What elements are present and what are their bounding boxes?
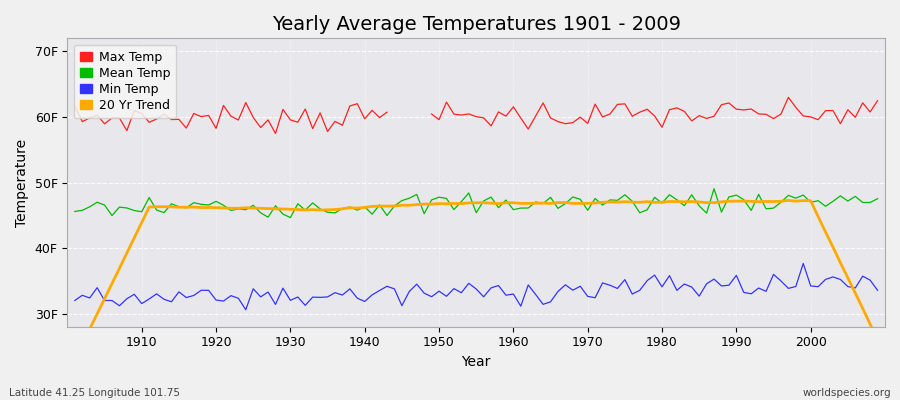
X-axis label: Year: Year [462,355,490,369]
Text: worldspecies.org: worldspecies.org [803,388,891,398]
Y-axis label: Temperature: Temperature [15,138,29,226]
Legend: Max Temp, Mean Temp, Min Temp, 20 Yr Trend: Max Temp, Mean Temp, Min Temp, 20 Yr Tre… [74,44,176,118]
Text: Latitude 41.25 Longitude 101.75: Latitude 41.25 Longitude 101.75 [9,388,180,398]
Title: Yearly Average Temperatures 1901 - 2009: Yearly Average Temperatures 1901 - 2009 [272,15,680,34]
